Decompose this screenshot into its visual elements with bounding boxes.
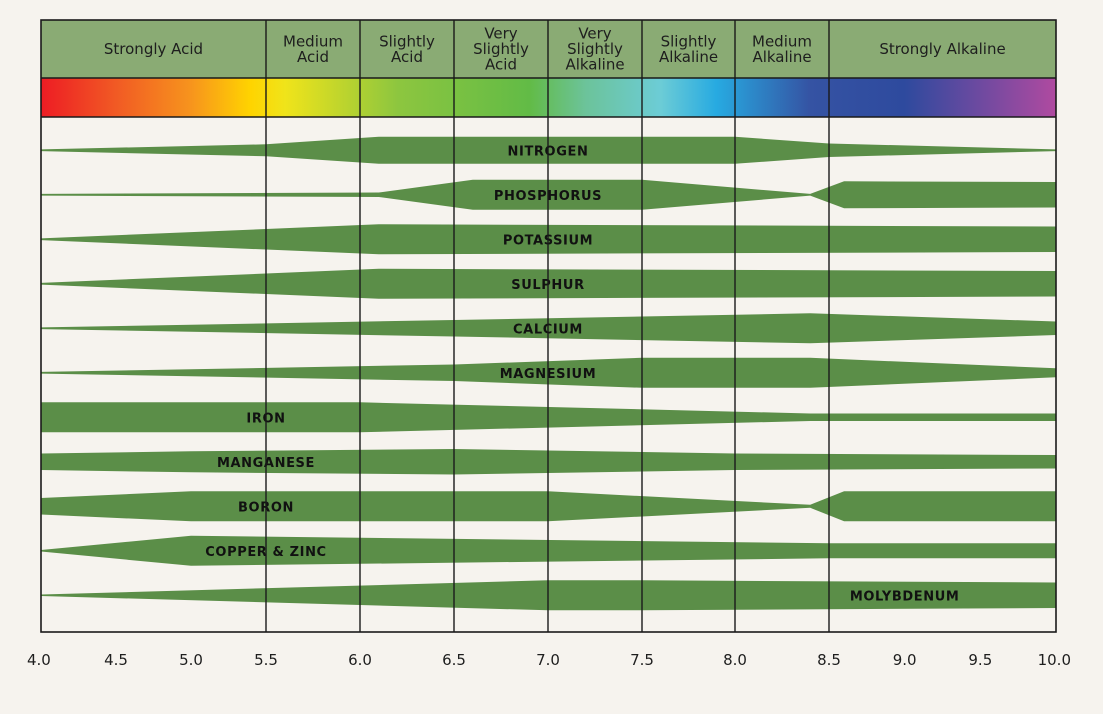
- label-molybdenum: MOLYBDENUM: [850, 589, 960, 604]
- header-cell-strongly-alkaline: [829, 20, 1056, 78]
- header-label-very-slightly-alkaline: Very Slightly Alkaline: [565, 25, 624, 74]
- tick-label-6-0: 6.0: [348, 651, 372, 669]
- tick-label-5-5: 5.5: [254, 651, 278, 669]
- ph-category-header: Strongly Acid Medium Acid Slightly Acid Very S…: [41, 20, 1056, 78]
- header-cell-slightly-acid: [360, 20, 454, 78]
- header-label-medium-acid: Medium Acid: [283, 32, 343, 66]
- x-axis-tick-labels: 4.0 4.5 5.0 5.5 6.0 6.5 7.0 7.5 8.0 8.5 9.0 9.5 10.0: [27, 651, 1071, 669]
- header-label-very-slightly-acid: Very Slightly Acid: [473, 25, 529, 74]
- header-cell-medium-acid: [266, 20, 360, 78]
- tick-label-4-0: 4.0: [27, 651, 51, 669]
- header-cell-medium-alkaline: [735, 20, 829, 78]
- header-label-medium-alkaline: Medium Alkaline: [752, 32, 812, 66]
- tick-label-9-0: 9.0: [893, 651, 917, 669]
- header-cell-very-slightly-acid: [454, 20, 548, 78]
- header-label-strongly-alkaline: Strongly Alkaline: [879, 40, 1005, 58]
- tick-label-4-5: 4.5: [104, 651, 128, 669]
- header-label-slightly-alkaline: Slightly Alkaline: [659, 32, 718, 66]
- tick-label-7-0: 7.0: [536, 651, 560, 669]
- chart-frame: [40, 19, 1057, 633]
- tick-label-8-0: 8.0: [723, 651, 747, 669]
- tick-label-10-0: 10.0: [1038, 651, 1071, 669]
- header-cell-strongly-acid: [41, 20, 266, 78]
- header-cell-very-slightly-alkaline: [548, 20, 642, 78]
- tick-label-6-5: 6.5: [442, 651, 466, 669]
- tick-label-8-5: 8.5: [817, 651, 841, 669]
- tick-label-5-0: 5.0: [179, 651, 203, 669]
- header-cell-slightly-alkaline: [642, 20, 735, 78]
- header-label-slightly-acid: Slightly Acid: [379, 32, 435, 66]
- tick-label-7-5: 7.5: [630, 651, 654, 669]
- header-label-strongly-acid: Strongly Acid: [104, 40, 203, 58]
- tick-label-9-5: 9.5: [968, 651, 992, 669]
